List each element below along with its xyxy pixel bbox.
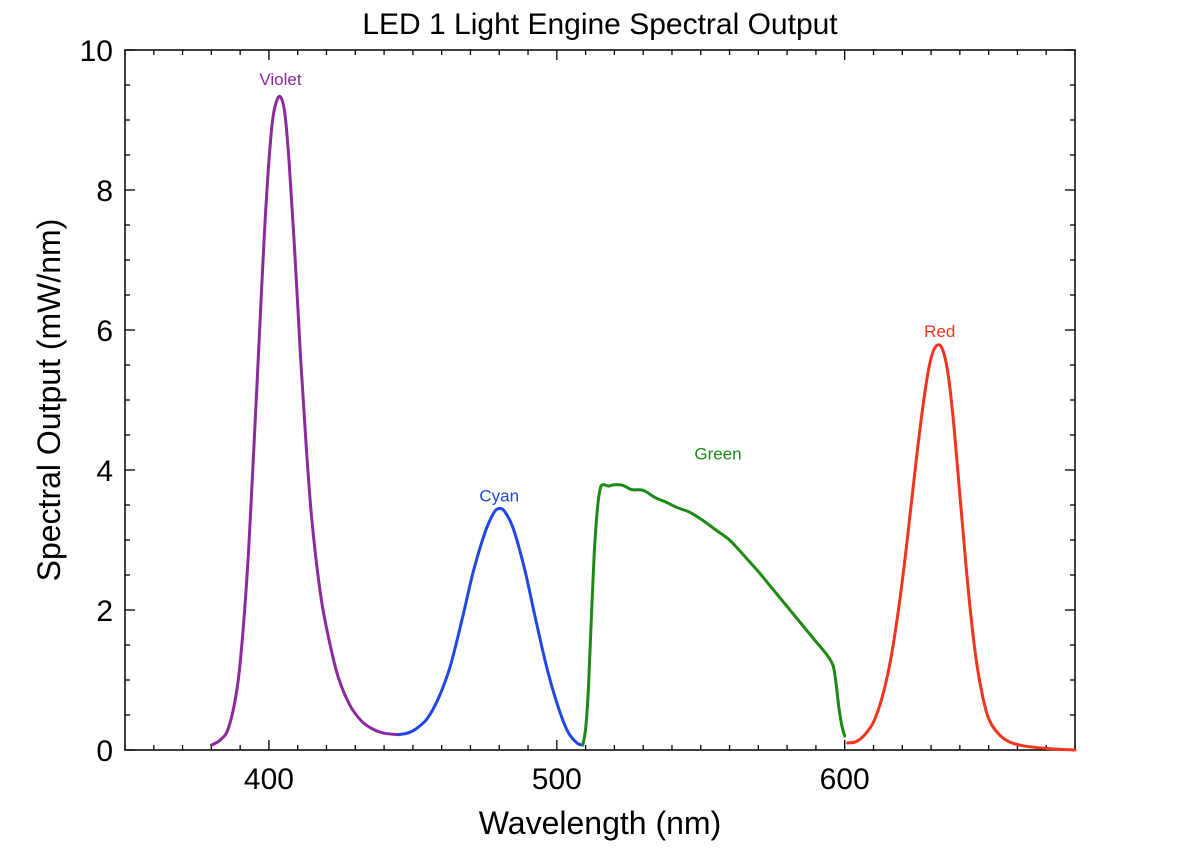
axis-ticks [124,49,1076,751]
y-tick-label: 10 [80,35,113,68]
x-axis-label: Wavelength (nm) [479,805,721,841]
green-series-line [581,483,847,747]
x-tick-label: 600 [820,763,870,796]
red-series-label: Red [924,322,955,341]
violet-series-label: Violet [259,70,301,89]
y-tick-label: 2 [96,595,113,628]
cyan-series-label: Cyan [479,487,519,506]
cyan-series-line [397,506,585,747]
series-curves [209,94,1077,752]
violet-series-line [209,94,400,747]
x-tick-label: 500 [532,763,582,796]
series-labels: Violet Cyan Green Red [259,70,955,506]
plot-frame [124,49,1076,751]
y-tick-label: 8 [96,175,113,208]
y-axis-label: Spectral Output (mW/nm) [31,219,67,582]
axis-tick-labels: 400 500 600 0 2 4 6 8 10 [80,35,870,796]
red-series-line [846,343,1077,752]
x-tick-label: 400 [244,763,294,796]
chart-title: LED 1 Light Engine Spectral Output [362,8,838,41]
y-tick-label: 4 [96,455,113,488]
y-tick-label: 6 [96,315,113,348]
y-tick-label: 0 [96,735,113,768]
green-series-label: Green [694,445,741,464]
